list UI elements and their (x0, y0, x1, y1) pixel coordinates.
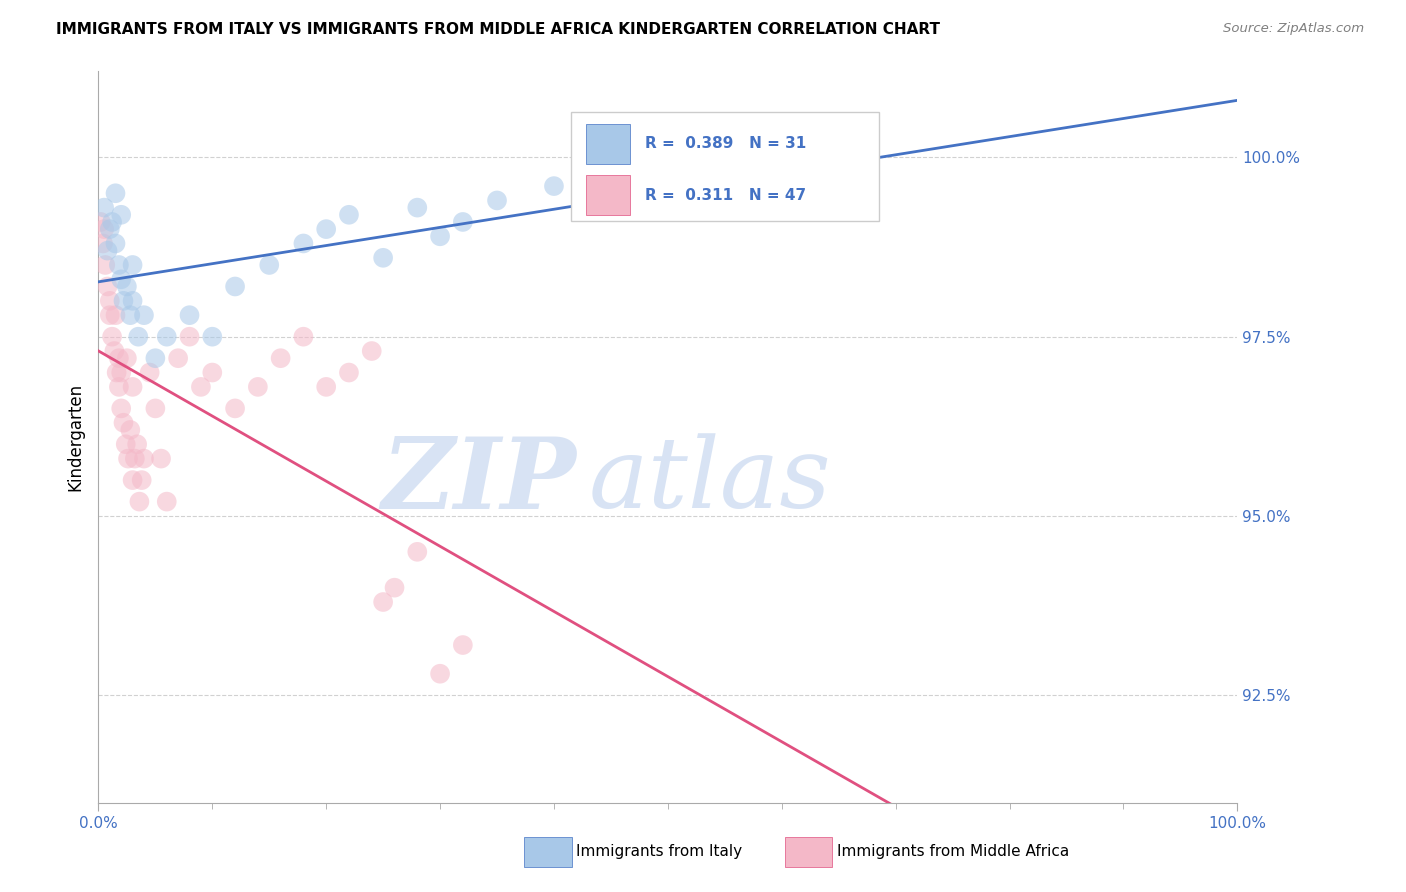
Point (96, 244, 118, 258)
Point (132, 308, 155, 322)
Point (98, 293, 121, 308)
Point (406, 545, 429, 559)
Point (371, 251, 394, 265)
Point (292, 329, 315, 343)
Text: ZIP: ZIP (382, 433, 576, 529)
Point (337, 366, 360, 380)
FancyBboxPatch shape (586, 176, 630, 215)
Point (360, 344, 382, 359)
Point (451, 215, 474, 229)
Point (98, 222, 121, 236)
Point (120, 423, 142, 437)
Point (101, 329, 124, 343)
Point (270, 351, 292, 366)
Point (101, 215, 124, 229)
Point (108, 380, 131, 394)
Point (384, 581, 406, 595)
Text: Immigrants from Middle Africa: Immigrants from Middle Africa (837, 845, 1069, 859)
Point (117, 451, 139, 466)
Text: atlas: atlas (588, 434, 831, 529)
Point (429, 229, 451, 244)
Text: Source: ZipAtlas.com: Source: ZipAtlas.com (1223, 22, 1364, 36)
FancyBboxPatch shape (571, 112, 879, 221)
Point (315, 222, 337, 236)
Point (246, 380, 269, 394)
Point (104, 308, 127, 322)
Point (121, 473, 143, 487)
Point (156, 494, 179, 508)
Point (543, 179, 565, 194)
Point (112, 293, 135, 308)
Point (145, 401, 167, 416)
Point (112, 416, 135, 430)
Point (121, 293, 143, 308)
Point (90, 215, 112, 229)
Point (132, 451, 155, 466)
Point (110, 401, 132, 416)
Point (131, 473, 153, 487)
Point (150, 451, 173, 466)
Point (190, 380, 212, 394)
Point (224, 401, 246, 416)
Point (167, 351, 190, 366)
Point (179, 329, 201, 343)
Point (451, 638, 474, 652)
Point (115, 279, 138, 293)
Y-axis label: Kindergarten: Kindergarten (66, 383, 84, 491)
Point (156, 329, 179, 343)
FancyBboxPatch shape (586, 124, 630, 163)
Point (138, 366, 160, 380)
Point (104, 236, 127, 251)
Point (110, 208, 132, 222)
Text: Immigrants from Italy: Immigrants from Italy (576, 845, 742, 859)
Point (127, 437, 149, 451)
Point (179, 308, 201, 322)
Point (292, 236, 315, 251)
Point (406, 201, 429, 215)
Point (108, 258, 131, 272)
Point (94, 258, 117, 272)
Point (145, 351, 167, 366)
Point (315, 380, 337, 394)
Point (201, 329, 224, 343)
Point (371, 595, 394, 609)
Point (224, 279, 246, 293)
Point (486, 194, 509, 208)
Point (104, 186, 127, 201)
Point (201, 366, 224, 380)
Point (120, 308, 142, 322)
Text: IMMIGRANTS FROM ITALY VS IMMIGRANTS FROM MIDDLE AFRICA KINDERGARTEN CORRELATION : IMMIGRANTS FROM ITALY VS IMMIGRANTS FROM… (56, 22, 941, 37)
Point (127, 329, 149, 343)
Point (110, 272, 132, 286)
Point (121, 380, 143, 394)
Point (429, 666, 451, 681)
Point (121, 258, 143, 272)
Point (115, 351, 138, 366)
Point (93, 222, 115, 236)
Point (110, 366, 132, 380)
Point (98, 308, 121, 322)
Text: R =  0.389   N = 31: R = 0.389 N = 31 (645, 136, 806, 152)
Point (114, 437, 136, 451)
Point (103, 344, 125, 359)
Point (128, 494, 150, 508)
Point (124, 451, 146, 466)
Point (259, 258, 281, 272)
Point (96, 279, 118, 293)
Point (108, 351, 131, 366)
Point (105, 366, 128, 380)
Point (91, 236, 114, 251)
Point (93, 201, 115, 215)
Text: R =  0.311   N = 47: R = 0.311 N = 47 (645, 187, 806, 202)
Point (337, 208, 360, 222)
